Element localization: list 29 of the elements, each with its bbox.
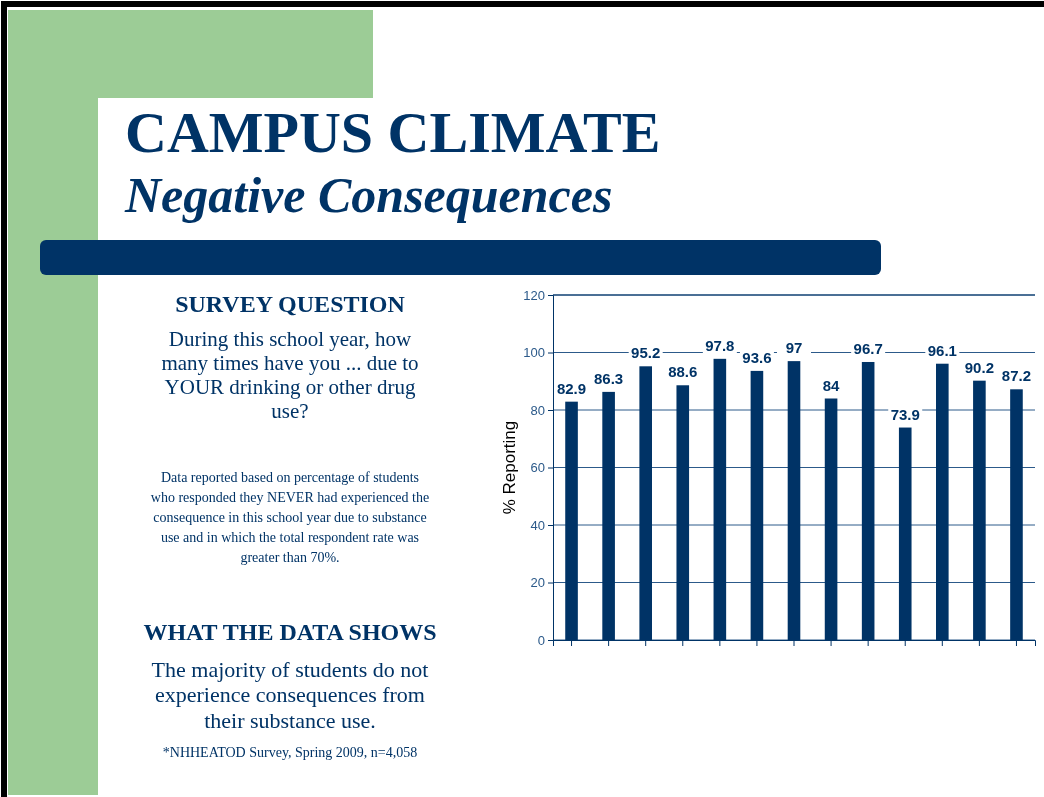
data-label: 93.6 [742, 348, 772, 366]
y-tick-label: 100 [523, 345, 545, 361]
text: WHAT THE DATA SHOWS [143, 619, 437, 645]
y-tick-label: 80 [530, 402, 545, 418]
data-label: 95.2 [631, 344, 661, 362]
y-tick-label: 60 [530, 460, 545, 476]
text: During this school year, how many times have you ... due to YOUR drinking or other drug use? [161, 327, 419, 424]
data-label: 73.9 [890, 405, 920, 423]
data-label: 82.9 [556, 379, 587, 397]
text: Data reported based on percentage of students who responded they NEVER had experienced the consequence in this school year due to substance use and in which the total respondent rate was greater than 70%. [150, 470, 430, 565]
data-label: 90.2 [964, 358, 994, 376]
data-label: 88.6 [668, 363, 698, 381]
data-label: 96.7 [853, 339, 883, 357]
data-label: 97.8 [705, 336, 735, 354]
data-label: 86.3 [594, 369, 624, 387]
text: *NHHEATOD Survey, Spring 2009, n=4,058 [162, 745, 418, 760]
chart-subtitle: Negative Consequences [124, 167, 613, 223]
y-axis-title: % Reporting [500, 420, 519, 515]
data-label: 84 [822, 376, 841, 394]
data-label: 96.1 [927, 341, 957, 359]
text: SURVEY QUESTION [175, 291, 406, 317]
data-label: 97 [785, 339, 803, 357]
text: The majority of students do not experience consequences from their substance use. [151, 657, 429, 733]
y-tick-label: 20 [530, 575, 545, 591]
y-tick-label: 40 [530, 517, 545, 533]
chart-title: CAMPUS CLIMATE [125, 100, 661, 165]
y-tick-label: 120 [523, 287, 545, 303]
y-tick-label: 0 [537, 632, 545, 648]
data-label: 87.2 [1001, 367, 1032, 385]
